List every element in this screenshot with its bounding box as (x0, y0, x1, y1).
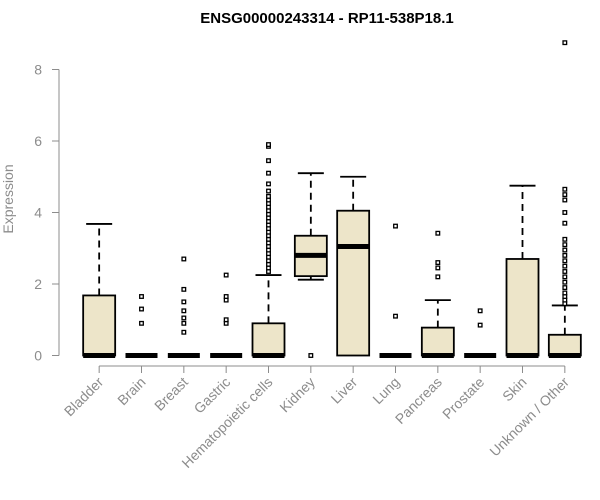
outlier-point (562, 220, 568, 226)
outlier-point (562, 258, 568, 264)
x-tick-label: Brain (114, 374, 148, 408)
outlier-point (223, 317, 229, 323)
y-axis-label: Expression (0, 164, 16, 233)
box-iqr (420, 326, 455, 357)
outlier-point (435, 260, 441, 265)
box-group (547, 40, 582, 358)
outlier-point (477, 322, 483, 328)
box-iqr (336, 209, 371, 357)
box-group (251, 142, 286, 358)
outlier-point (266, 142, 271, 148)
outlier-point (562, 236, 568, 242)
y-tick-label: 2 (34, 276, 42, 292)
outlier-point (266, 193, 271, 199)
outlier-point (223, 272, 229, 278)
y-tick-label: 6 (34, 133, 42, 149)
box-iqr (251, 322, 286, 357)
x-tick-label: Liver (328, 374, 361, 407)
outlier-point (562, 263, 568, 269)
outlier-point (308, 353, 314, 358)
outlier-point (139, 320, 144, 326)
box-group (210, 272, 243, 358)
outlier-point (266, 158, 271, 164)
box-group (464, 308, 497, 358)
x-tick-label: Bladder (61, 374, 107, 420)
box-group (167, 256, 200, 358)
outlier-point (181, 256, 187, 262)
outlier-point (562, 186, 568, 192)
outlier-point (181, 329, 187, 335)
outlier-point (435, 265, 441, 271)
x-tick-label: Breast (151, 374, 191, 414)
boxes-group (82, 40, 582, 358)
outlier-point (562, 197, 568, 203)
box-iqr (82, 294, 117, 357)
outlier-point (562, 242, 568, 248)
box-group (505, 184, 540, 358)
outlier-point (477, 308, 483, 314)
x-tick-label: Lung (369, 374, 402, 407)
outlier-point (181, 315, 187, 321)
chart-title: ENSG00000243314 - RP11-538P18.1 (200, 10, 454, 27)
outlier-point (181, 320, 187, 326)
outlier-point (562, 269, 568, 274)
outlier-point (562, 274, 568, 280)
outlier-point (562, 279, 568, 285)
outlier-point (435, 230, 441, 236)
outlier-point (435, 274, 441, 280)
outlier-point (266, 170, 271, 176)
outlier-point (223, 294, 229, 299)
box-group (125, 294, 158, 358)
y-tick-label: 4 (34, 205, 42, 221)
y-axis: 0 2 4 6 8 (34, 62, 60, 364)
box-group (293, 172, 328, 358)
outlier-point (393, 313, 398, 319)
x-tick-label: Pancreas (392, 374, 445, 427)
box-group (82, 223, 117, 358)
box-group (336, 175, 371, 357)
outlier-point (181, 299, 187, 305)
outlier-point (139, 294, 144, 299)
outlier-point (139, 306, 144, 312)
outlier-point (266, 188, 271, 194)
x-tick-label: Skin (499, 374, 530, 405)
outlier-point (562, 210, 568, 215)
outlier-point (393, 223, 398, 229)
outlier-point (562, 290, 568, 296)
box-group (379, 223, 412, 358)
x-tick-label: Unknown / Other (486, 374, 572, 460)
y-tick-label: 8 (34, 62, 42, 78)
outlier-point (181, 286, 187, 292)
outlier-point (562, 247, 568, 253)
y-tick-label: 0 (34, 348, 42, 364)
outlier-point (181, 308, 187, 314)
outlier-point (562, 40, 568, 46)
x-tick-label: Kidney (276, 374, 318, 416)
box-group (420, 230, 455, 358)
outlier-point (266, 181, 271, 187)
x-tick-label: Prostate (439, 374, 487, 422)
outlier-point (562, 192, 568, 198)
outlier-point (562, 252, 568, 258)
box-iqr (547, 333, 582, 357)
box-iqr (505, 258, 540, 357)
outlier-point (562, 285, 568, 291)
